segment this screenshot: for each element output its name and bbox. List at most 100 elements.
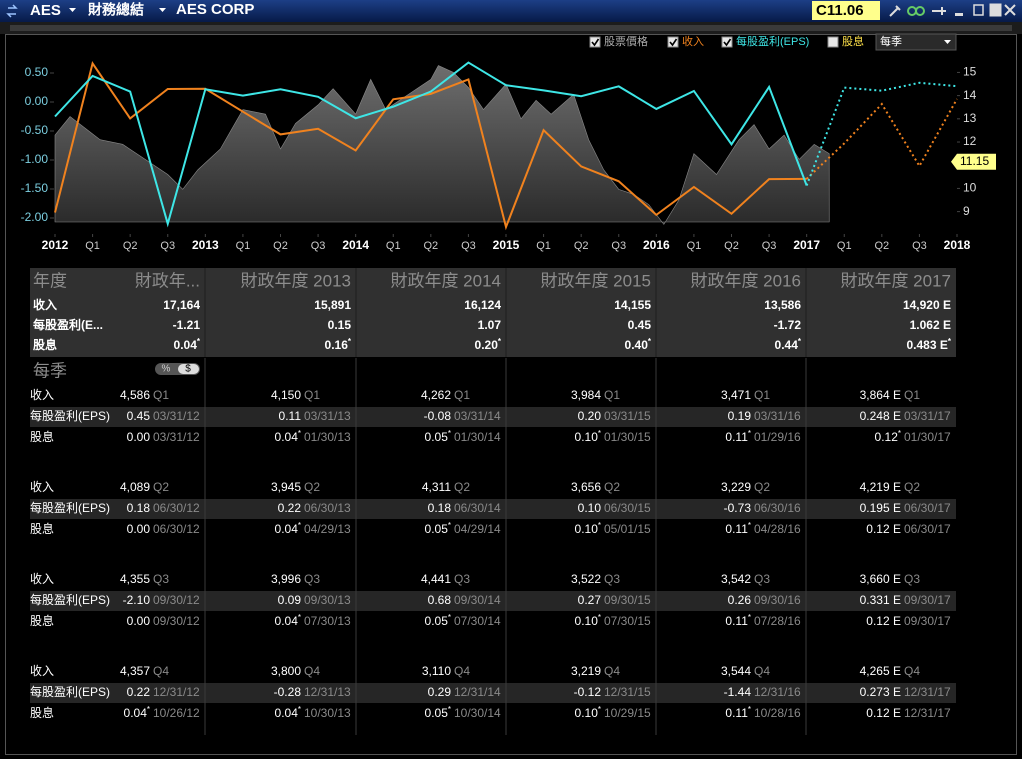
- dropdown-arrow[interactable]: [944, 40, 951, 44]
- x-tick-label: Q2: [724, 240, 739, 252]
- eps-date: 06/30/13: [304, 501, 351, 515]
- check-mark[interactable]: [723, 38, 732, 47]
- annual-table: [30, 268, 956, 357]
- link-icon[interactable]: [6, 4, 18, 18]
- series-line: [54, 60, 807, 231]
- x-tick-label: 2016: [643, 238, 670, 252]
- eps-value: -1.44: [724, 685, 752, 699]
- eps-value: 0.273 E: [860, 685, 901, 699]
- eps-date: 09/30/16: [754, 593, 801, 607]
- row-label: 股息: [30, 705, 54, 720]
- x-tick-label: 2015: [493, 238, 520, 252]
- dropdown-arrow[interactable]: [69, 8, 76, 12]
- legend-label[interactable]: 股息: [842, 34, 864, 48]
- eps-value: 0.331 E: [860, 593, 901, 607]
- x-tick-label: Q3: [311, 240, 326, 252]
- annual-header: 財政年度 2016: [690, 271, 801, 290]
- legend-checkbox[interactable]: [667, 36, 679, 48]
- legend-label[interactable]: 每股盈利(EPS): [736, 34, 809, 48]
- quarterly-title: 每季: [33, 361, 67, 380]
- row-label: 股息: [30, 521, 54, 536]
- unit-toggle-active[interactable]: [178, 364, 199, 374]
- check-mark[interactable]: [669, 38, 678, 47]
- dividend-value: 0.00: [127, 430, 151, 444]
- dividend-date: 04/29/13: [304, 522, 351, 536]
- dividend-date: 04/29/14: [454, 522, 501, 536]
- eps-value: 0.19: [728, 409, 752, 423]
- unit-option[interactable]: $: [185, 364, 191, 375]
- row-label: 每股盈利(EPS): [30, 592, 110, 607]
- revenue-value: 3,945: [271, 480, 301, 494]
- x-tick-label: 2013: [192, 238, 219, 252]
- eps-value: -0.12: [574, 685, 602, 699]
- annual-value: 0.44*: [775, 337, 802, 352]
- check-mark[interactable]: [591, 38, 600, 47]
- eps-value: 0.27: [578, 593, 602, 607]
- period-value[interactable]: 每季: [880, 34, 902, 48]
- legend-checkbox[interactable]: [721, 36, 733, 48]
- eps-value: -0.73: [724, 501, 752, 515]
- eps-value: 0.18: [127, 501, 151, 515]
- dropdown-arrow[interactable]: [159, 8, 166, 12]
- period-dropdown[interactable]: [875, 33, 957, 51]
- revenue-value: 4,265 E: [860, 664, 901, 678]
- symbol[interactable]: AES: [30, 2, 61, 19]
- legend-checkbox[interactable]: [589, 36, 601, 48]
- x-tick-label: Q3: [160, 240, 175, 252]
- dividend-date: 01/30/17: [904, 430, 951, 444]
- annual-value: 1.07: [478, 318, 502, 332]
- eps-date: 03/31/16: [754, 409, 801, 423]
- x-tick-label: Q3: [611, 240, 626, 252]
- window-icons[interactable]: [889, 3, 1016, 17]
- row-label: 股息: [30, 429, 54, 444]
- quarter-label: Q3: [304, 572, 320, 586]
- annual-value: 0.483 E*: [907, 337, 952, 352]
- annual-value: 0.40*: [625, 337, 652, 352]
- dividend-date: 04/28/16: [754, 522, 801, 536]
- eps-date: 03/31/13: [304, 409, 351, 423]
- eps-date: 06/30/14: [454, 501, 501, 515]
- revenue-value: 3,996: [271, 572, 301, 586]
- price-area: [54, 65, 830, 225]
- eps-date: 06/30/16: [754, 501, 801, 515]
- revenue-value: 3,542: [721, 572, 751, 586]
- row-label: 每股盈利(EPS): [30, 684, 110, 699]
- dividend-date: 01/29/16: [754, 430, 801, 444]
- section[interactable]: 財務總結: [87, 2, 144, 18]
- dividend-value: 0.11*: [725, 429, 751, 444]
- revenue-value: 4,262: [421, 388, 451, 402]
- dividend-date: 09/30/17: [904, 614, 951, 628]
- dividend-value: 0.12 E: [866, 522, 901, 536]
- unit-option[interactable]: %: [162, 364, 171, 375]
- legend-checkbox[interactable]: [827, 36, 839, 48]
- dividend-date: 01/30/14: [454, 430, 501, 444]
- dividend-value: 0.10*: [575, 705, 601, 720]
- tool-strip-bar: [10, 25, 1012, 31]
- eps-date: 12/31/16: [754, 685, 801, 699]
- quarter-label: Q3: [754, 572, 770, 586]
- quarter-label: Q2: [604, 480, 620, 494]
- row-label: 收入: [30, 572, 54, 586]
- annual-header: 財政年度 2015: [540, 271, 651, 290]
- x-tick-label: Q1: [236, 240, 251, 252]
- eps-date: 12/31/17: [904, 685, 951, 699]
- revenue-value: 3,984: [571, 388, 601, 402]
- legend-label[interactable]: 股票價格: [604, 34, 648, 48]
- annual-value: 17,164: [163, 298, 200, 312]
- quarter-label: Q3: [604, 572, 620, 586]
- annual-header: 年度: [33, 271, 67, 290]
- y2-tick-label: 13: [963, 111, 977, 125]
- dividend-value: 0.00: [127, 522, 151, 536]
- row-label: 收入: [30, 480, 54, 494]
- row-label: 股息: [30, 613, 54, 628]
- eps-date: 12/31/13: [304, 685, 351, 699]
- revenue-value: 4,357: [120, 664, 150, 678]
- y2-tick-label: 10: [963, 181, 977, 195]
- legend-label[interactable]: 收入: [682, 34, 704, 48]
- dividend-value: 0.00: [127, 614, 151, 628]
- x-tick-label: Q1: [837, 240, 852, 252]
- eps-value: 0.11: [279, 409, 302, 423]
- row-label: 每股盈利(EPS): [30, 408, 110, 423]
- x-tick-label: Q1: [85, 240, 100, 252]
